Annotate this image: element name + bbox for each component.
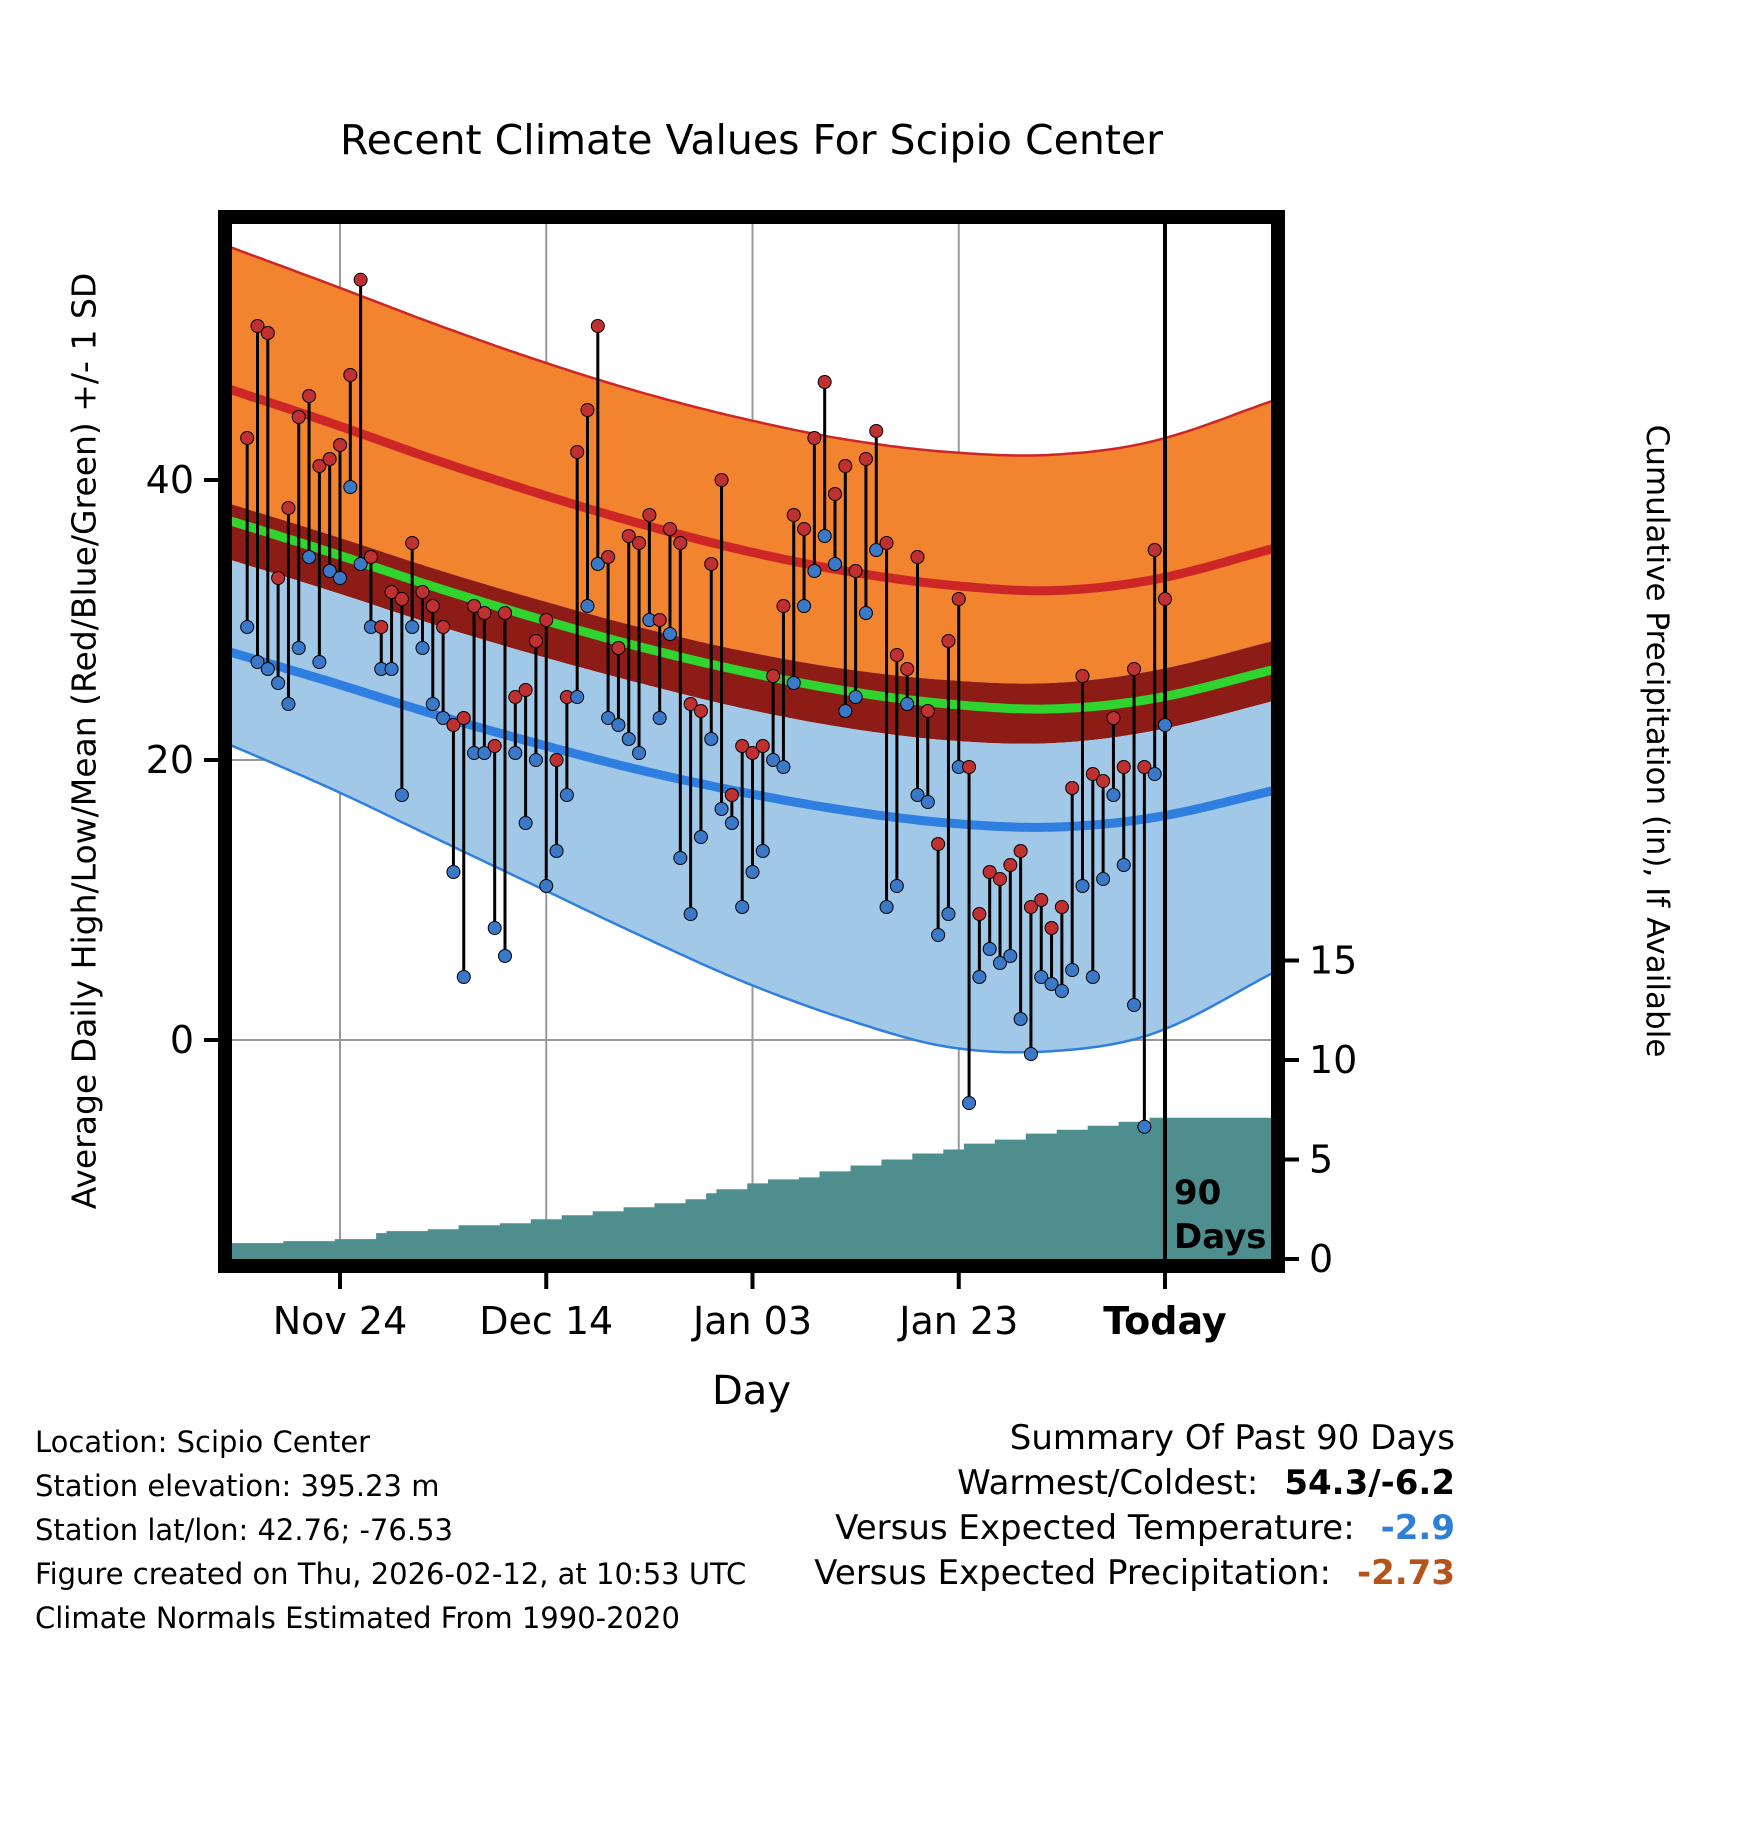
footer-elevation-line: Station elevation: 395.23 m — [35, 1469, 440, 1503]
svg-text:90: 90 — [1174, 1173, 1221, 1213]
svg-text:15: 15 — [1309, 939, 1357, 983]
svg-text:Dec 14: Dec 14 — [479, 1299, 613, 1343]
svg-text:Jan 23: Jan 23 — [897, 1299, 1018, 1343]
summary-row-label: Warmest/Coldest: — [957, 1463, 1259, 1503]
svg-text:40: 40 — [146, 458, 194, 502]
svg-text:0: 0 — [170, 1018, 194, 1062]
footer-normals-line: Climate Normals Estimated From 1990-2020 — [35, 1601, 680, 1635]
svg-text:10: 10 — [1309, 1038, 1357, 1082]
footer-created-line: Figure created on Thu, 2026-02-12, at 10… — [35, 1557, 747, 1591]
svg-text:Today: Today — [1103, 1299, 1227, 1343]
svg-text:Jan 03: Jan 03 — [691, 1299, 812, 1343]
footer-location-line: Location: Scipio Center — [35, 1425, 371, 1459]
footer-latlon-line: Station lat/lon: 42.76; -76.53 — [35, 1513, 453, 1547]
summary-block: Summary Of Past 90 Days Warmest/Coldest:… — [814, 1416, 1455, 1596]
x-axis-label: Day — [712, 1368, 791, 1414]
summary-row-label: Versus Expected Precipitation: — [814, 1553, 1331, 1593]
svg-text:5: 5 — [1309, 1138, 1333, 1182]
summary-row-vs-temperature: Versus Expected Temperature: -2.9 — [814, 1506, 1455, 1551]
summary-title: Summary Of Past 90 Days — [1009, 1418, 1455, 1458]
svg-text:Nov 24: Nov 24 — [273, 1299, 408, 1343]
footer-info-block: Location: Scipio Center Station elevatio… — [35, 1420, 746, 1640]
summary-row-warmest-coldest: Warmest/Coldest: 54.3/-6.2 — [814, 1461, 1455, 1506]
summary-row-value: 54.3/-6.2 — [1284, 1463, 1455, 1503]
chart-title: Recent Climate Values For Scipio Center — [339, 116, 1164, 164]
summary-row-value: -2.73 — [1357, 1553, 1455, 1593]
summary-row-vs-precipitation: Versus Expected Precipitation: -2.73 — [814, 1551, 1455, 1596]
summary-row-value: -2.9 — [1380, 1508, 1455, 1548]
svg-text:Days: Days — [1174, 1217, 1267, 1257]
svg-text:0: 0 — [1309, 1237, 1333, 1281]
summary-row-label: Versus Expected Temperature: — [835, 1508, 1355, 1548]
svg-text:20: 20 — [146, 738, 194, 782]
